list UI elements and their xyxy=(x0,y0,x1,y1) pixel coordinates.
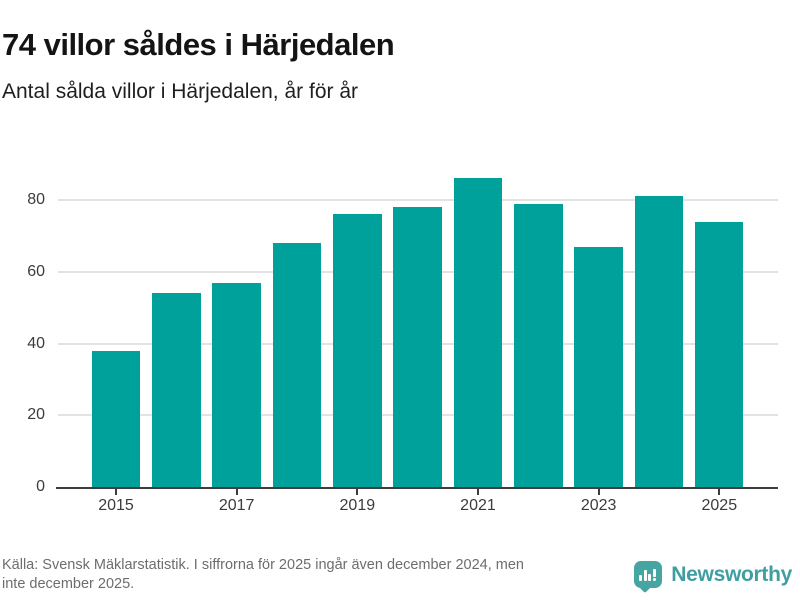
bar-2016 xyxy=(152,293,201,487)
bar-2023 xyxy=(574,246,623,487)
exclamation-glyph xyxy=(652,568,656,581)
x-axis-label-2023: 2023 xyxy=(580,497,617,514)
bar-2021 xyxy=(453,178,503,487)
chart-subtitle: Antal sålda villor i Härjedalen, år för … xyxy=(2,80,358,103)
source-line-2: inte december 2025. xyxy=(2,576,135,592)
mini-bar-chart-glyph xyxy=(639,568,656,581)
page-title: 74 villor såldes i Härjedalen xyxy=(2,26,395,62)
bar-2022 xyxy=(514,203,563,487)
x-axis-tick-2025 xyxy=(718,489,721,495)
bar-2017 xyxy=(212,282,261,487)
y-axis-label-0: 0 xyxy=(36,478,45,495)
x-axis-line xyxy=(56,487,778,489)
x-axis-label-2019: 2019 xyxy=(339,497,376,514)
bar-2018 xyxy=(272,243,322,487)
x-axis-label-2017: 2017 xyxy=(218,497,255,514)
x-axis-tick-2015 xyxy=(115,489,117,495)
plot-area: 2015 2017 2019 2021 2023 2025 xyxy=(56,170,778,514)
x-axis-label-2021: 2021 xyxy=(460,497,496,514)
y-axis-label-60: 60 xyxy=(27,262,45,280)
x-axis-tick-2019 xyxy=(356,489,359,495)
x-axis-tick-2023 xyxy=(597,489,600,495)
y-axis-label-20: 20 xyxy=(27,406,45,424)
bar-2019 xyxy=(333,214,382,487)
bar-2024 xyxy=(634,196,684,487)
x-axis-tick-2017 xyxy=(235,489,238,495)
x-axis-label-2015: 2015 xyxy=(98,497,134,514)
x-axis-label-2025: 2025 xyxy=(701,497,738,514)
y-axis-label-40: 40 xyxy=(27,334,45,352)
x-axis-tick-2021 xyxy=(476,489,479,495)
bar-2020 xyxy=(393,207,442,487)
newsworthy-logo-icon xyxy=(634,561,663,594)
source-note: Källa: Svensk Mäklarstatistik. I siffror… xyxy=(2,556,642,594)
source-line-1: Källa: Svensk Mäklarstatistik. I siffror… xyxy=(2,557,524,573)
bar-2025 xyxy=(695,221,744,487)
gridline-80 xyxy=(58,199,778,201)
newsworthy-brand-link[interactable]: Newsworthy xyxy=(634,561,792,594)
brand-wordmark: Newsworthy xyxy=(671,562,792,586)
bar-2015 xyxy=(91,350,141,487)
y-axis-label-80: 80 xyxy=(27,191,45,208)
